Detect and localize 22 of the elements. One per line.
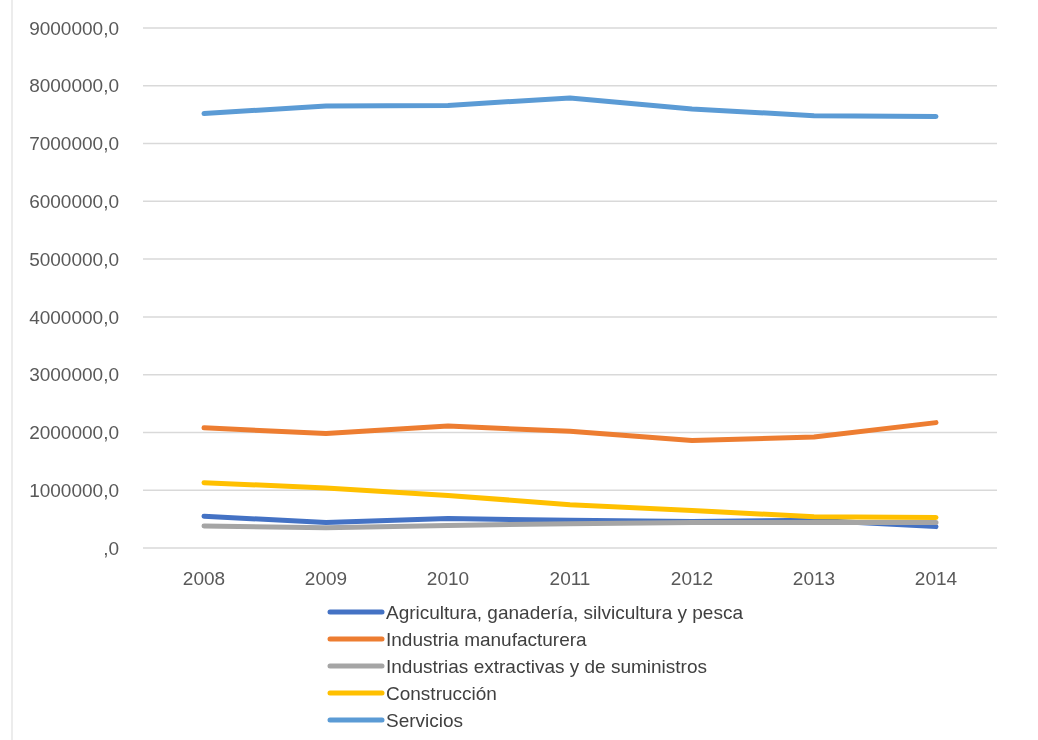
x-tick-label: 2010 <box>426 568 470 589</box>
y-tick-label: 5000000,0 <box>29 248 119 270</box>
legend-label: Agricultura, ganadería, silvicultura y pesca <box>386 601 744 623</box>
x-tick-label: 2008 <box>182 568 226 589</box>
x-tick-label: 2014 <box>914 568 958 589</box>
legend-label: Industria manufacturera <box>386 628 588 650</box>
y-tick-label: 3000000,0 <box>29 364 119 386</box>
y-tick-label: 1000000,0 <box>29 479 119 501</box>
y-tick-label: 6000000,0 <box>29 190 119 212</box>
y-tick-label: 4000000,0 <box>29 306 119 328</box>
x-tick-label: 2009 <box>304 568 348 589</box>
y-tick-label: 9000000,0 <box>29 17 119 39</box>
x-tick-label: 2012 <box>670 568 714 589</box>
y-tick-label: 8000000,0 <box>29 75 119 97</box>
legend-label: Construcción <box>386 682 497 704</box>
y-tick-label: 7000000,0 <box>29 133 119 155</box>
y-tick-label: 2000000,0 <box>29 422 119 444</box>
legend-label: Servicios <box>386 709 464 731</box>
legend-label: Industrias extractivas y de suministros <box>386 655 708 677</box>
x-tick-label: 2011 <box>549 568 591 589</box>
x-tick-label: 2013 <box>792 568 836 589</box>
y-tick-label: ,0 <box>103 537 119 559</box>
